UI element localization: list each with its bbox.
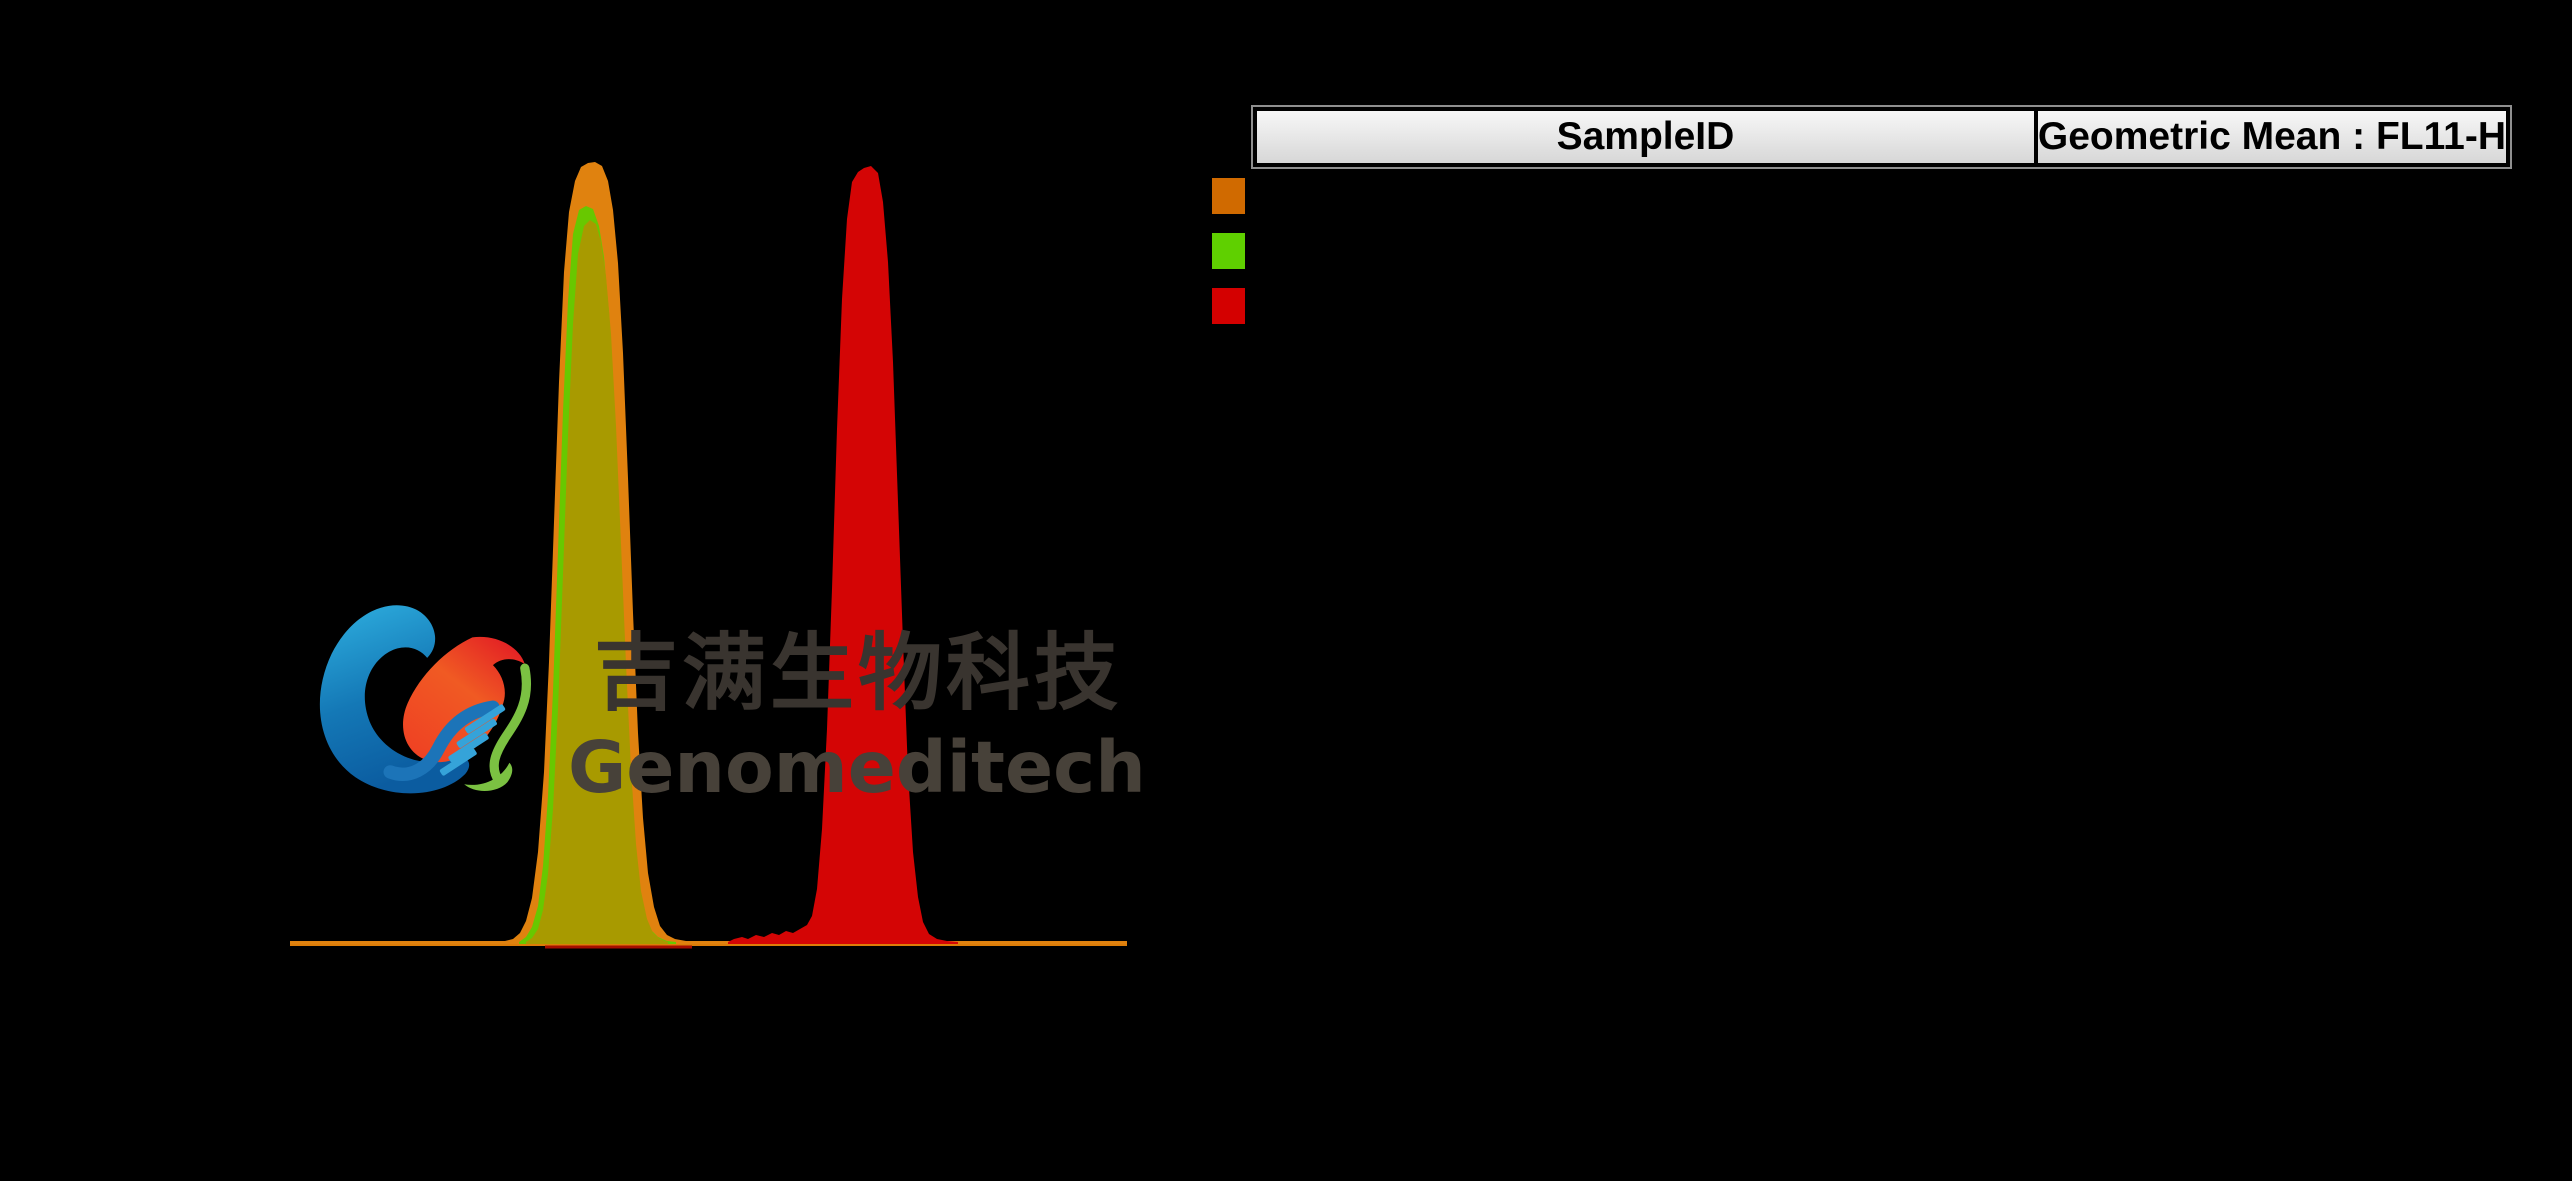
column-header-geometric-mean: Geometric Mean : FL11-H xyxy=(2033,111,2506,163)
orange-sample-histogram xyxy=(290,162,1127,944)
legend-swatch-sample-1 xyxy=(1212,178,1245,214)
legend-swatch-sample-3 xyxy=(1212,288,1245,324)
legend-header-table: SampleID Geometric Mean : FL11-H xyxy=(1253,107,2510,167)
legend-swatch-sample-2 xyxy=(1212,233,1245,269)
column-header-sampleid: SampleID xyxy=(1556,115,1735,158)
orange-green-overlap-olive xyxy=(526,220,668,944)
red-sample-histogram xyxy=(728,166,958,944)
